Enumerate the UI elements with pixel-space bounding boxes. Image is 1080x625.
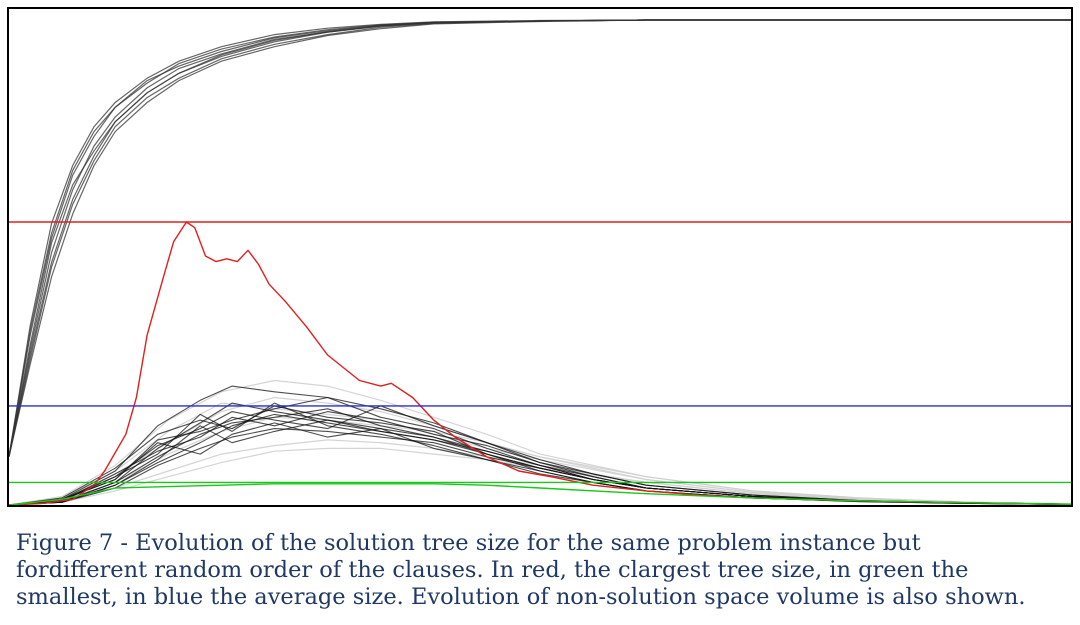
plot-frame	[7, 7, 1073, 507]
faint-tree-size-run-6	[8, 447, 1072, 506]
series-largest-line	[8, 221, 1072, 506]
highlight-series-group	[8, 221, 1072, 506]
figure-caption: Figure 7 - Evolution of the solution tre…	[16, 530, 1074, 611]
volume-runs-group	[8, 19, 1071, 457]
faint-tree-size-run-4	[8, 416, 1072, 506]
caption-line-2: fordifferent random order of the clauses…	[16, 557, 969, 583]
series-smallest-curve-line	[8, 483, 1072, 506]
chart	[7, 7, 1073, 507]
caption-line-3: smallest, in blue the average size. Evol…	[16, 584, 1026, 610]
tree-size-runs-group	[8, 385, 1072, 506]
tree-size-run-12	[8, 419, 1072, 506]
caption-line-1: Figure 7 - Evolution of the solution tre…	[16, 530, 921, 556]
volume-run-8	[8, 19, 1071, 457]
tree-size-run-9	[8, 405, 1072, 506]
